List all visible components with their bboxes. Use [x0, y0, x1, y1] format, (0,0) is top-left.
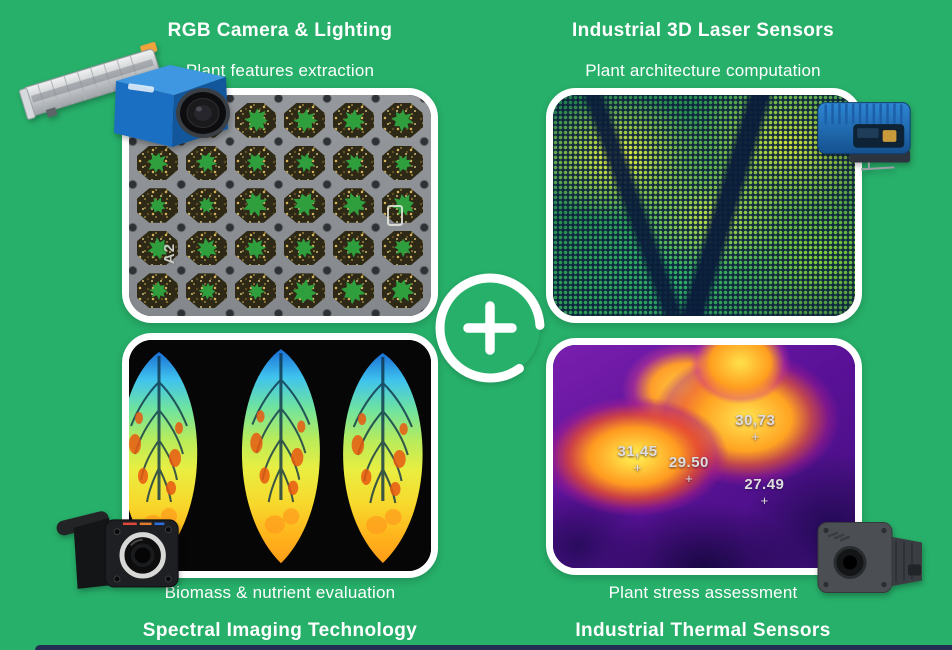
seedling-leaf-mask — [340, 235, 367, 262]
seedling-pot — [186, 188, 227, 223]
seedling-pot — [333, 145, 374, 181]
spectral-leaves-image — [129, 340, 431, 571]
thermal-image: 31,45 + 29.50 + 30,73 + 27.49 + — [553, 345, 855, 568]
seedling-leaf-mask — [342, 151, 365, 174]
seedling-pot — [284, 145, 325, 181]
seedling-pot — [382, 145, 423, 181]
seedling-leaf-mask — [338, 190, 370, 222]
seedling-leaf-mask — [389, 277, 417, 305]
seedling-leaf-mask — [292, 150, 317, 175]
seedling-leaf-mask — [291, 277, 319, 305]
laser-image-panel — [546, 88, 862, 323]
temperature-reading: 31,45 + — [617, 442, 658, 475]
seedling-pot — [235, 188, 276, 223]
rgb-camera-icon — [100, 50, 240, 162]
laser-scanner-icon — [810, 94, 918, 174]
footer-strip — [35, 645, 952, 650]
seedling-pot — [186, 145, 227, 181]
seedling-leaf-mask — [145, 278, 170, 303]
thermal-section-subtitle: Plant stress assessment — [608, 583, 798, 602]
seedling-pot — [235, 273, 276, 308]
rgb-section-title: RGB Camera & Lighting — [167, 20, 393, 41]
temperature-reading: 30,73 + — [735, 411, 776, 444]
seedling-pot — [284, 188, 325, 223]
seedling-pot — [284, 230, 325, 266]
thermal-image-panel: 31,45 + 29.50 + 30,73 + 27.49 + — [546, 338, 862, 575]
seedling-pot — [235, 145, 276, 181]
seedling-leaf-mask — [391, 151, 414, 174]
seedling-pot — [137, 230, 178, 266]
thermal-camera-icon — [808, 514, 938, 600]
seedling-pot — [186, 230, 227, 266]
spectral-camera-icon — [52, 498, 190, 592]
seedling-leaf-mask — [197, 282, 215, 300]
laser-section-title: Industrial 3D Laser Sensors — [571, 20, 835, 41]
seedling-pot — [382, 230, 423, 266]
seedling-pot — [137, 188, 178, 223]
temperature-reading: 27.49 + — [744, 476, 785, 509]
seedling-pot — [382, 273, 423, 308]
rgb-section-subtitle: Plant features extraction — [185, 61, 375, 80]
seedling-leaf-mask — [289, 104, 321, 136]
seedling-pot — [137, 273, 178, 308]
seedling-pot — [382, 103, 423, 138]
spectral-image-panel — [122, 333, 438, 578]
seedling-leaf-mask — [294, 238, 315, 259]
seedling-pot — [333, 230, 374, 266]
seedling-pot — [333, 188, 374, 223]
spectral-section-subtitle: Biomass & nutrient evaluation — [164, 583, 396, 602]
seedling-leaf-mask — [244, 151, 268, 175]
seedling-pot — [186, 273, 227, 308]
point-cloud-image — [553, 95, 855, 316]
seedling-pot — [235, 103, 276, 138]
plus-icon — [435, 273, 545, 383]
spectral-section-title: Spectral Imaging Technology — [142, 620, 418, 641]
led-bar-light-icon — [12, 28, 182, 135]
thermal-section-title: Industrial Thermal Sensors — [575, 620, 831, 641]
seedling-leaf-mask — [393, 239, 412, 258]
seedling-pot — [333, 103, 374, 138]
spectral-leaves-graphic — [129, 340, 431, 571]
laser-section-subtitle: Plant architecture computation — [585, 61, 821, 80]
seedling-leaf-mask — [290, 191, 319, 220]
seedling-leaf-mask — [341, 108, 366, 133]
seedling-leaf-mask — [239, 189, 272, 222]
seedling-leaf-mask — [388, 105, 418, 135]
seedling-pot — [333, 273, 374, 308]
seedling-leaf-mask — [337, 274, 370, 307]
seedling-pot — [284, 103, 325, 138]
seedling-leaf-mask — [244, 279, 267, 302]
seedling-leaf-mask — [196, 195, 216, 215]
seedling-leaf-mask — [146, 194, 168, 216]
seedling-pot — [137, 145, 178, 181]
seedling-leaf-mask — [195, 236, 218, 259]
plus-badge — [430, 268, 550, 388]
tray-label: A2 — [161, 242, 179, 265]
seedling-leaf-mask — [243, 108, 268, 133]
seedling-leaf-mask — [241, 234, 270, 263]
seedling-pot — [235, 230, 276, 266]
tray-slot-marker — [387, 205, 403, 226]
seedling-pot — [284, 273, 325, 308]
temperature-reading: 29.50 + — [668, 453, 709, 486]
